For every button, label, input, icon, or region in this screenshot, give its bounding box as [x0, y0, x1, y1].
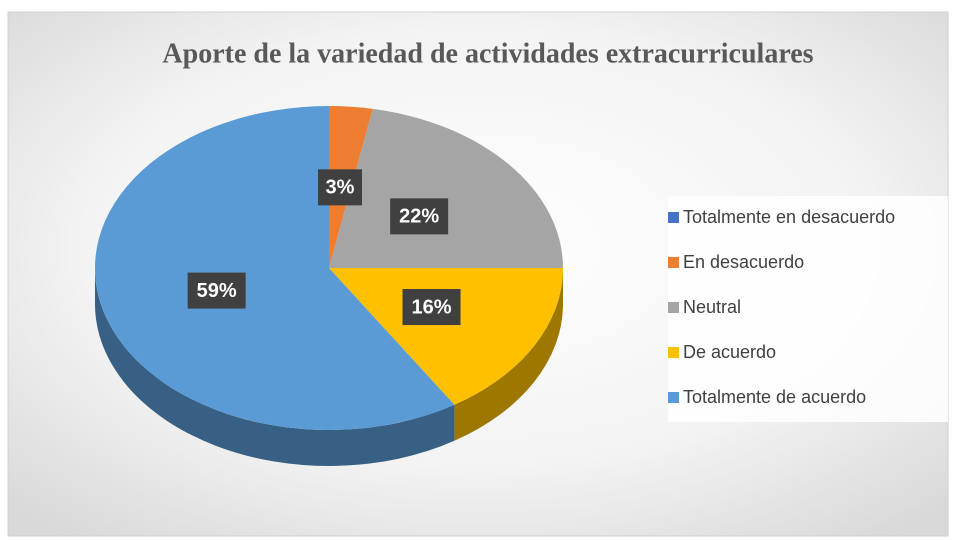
chart-title: Aporte de la variedad de actividades ext… [162, 38, 813, 69]
data-label: 16% [412, 296, 452, 318]
data-label: 22% [399, 206, 439, 228]
legend-label: Neutral [683, 297, 741, 317]
legend-swatch [668, 392, 679, 403]
legend-label: Totalmente de acuerdo [683, 387, 866, 407]
legend-label: En desacuerdo [683, 252, 804, 272]
slice-side [95, 268, 455, 466]
legend-swatch [668, 212, 679, 223]
legend-swatch [668, 257, 679, 268]
data-label-box [318, 169, 363, 206]
legend-swatch [668, 347, 679, 358]
legend-box [668, 196, 948, 422]
data-label-box [402, 289, 461, 326]
data-label: 59% [197, 280, 237, 302]
data-label: 3% [326, 177, 355, 199]
slice-side [454, 268, 563, 441]
data-label-box [187, 272, 246, 309]
pie-slice [329, 268, 563, 405]
legend-label: De acuerdo [683, 342, 776, 362]
data-label-box [390, 198, 449, 235]
legend-swatch [668, 302, 679, 313]
pie-slice [95, 106, 455, 430]
legend-label: Totalmente en desacuerdo [683, 207, 895, 227]
pie-slice [329, 108, 563, 268]
